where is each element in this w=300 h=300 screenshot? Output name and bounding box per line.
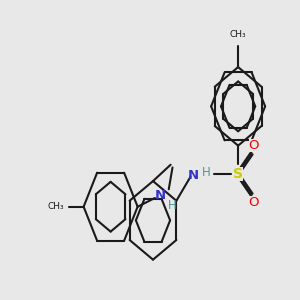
Text: S: S xyxy=(233,167,243,181)
Text: O: O xyxy=(249,196,259,209)
Text: N: N xyxy=(154,189,166,202)
Text: N: N xyxy=(188,169,199,182)
Text: H: H xyxy=(168,199,177,212)
Text: H: H xyxy=(202,167,211,179)
Text: CH₃: CH₃ xyxy=(230,30,246,39)
Text: CH₃: CH₃ xyxy=(47,202,64,211)
Text: O: O xyxy=(249,139,259,152)
